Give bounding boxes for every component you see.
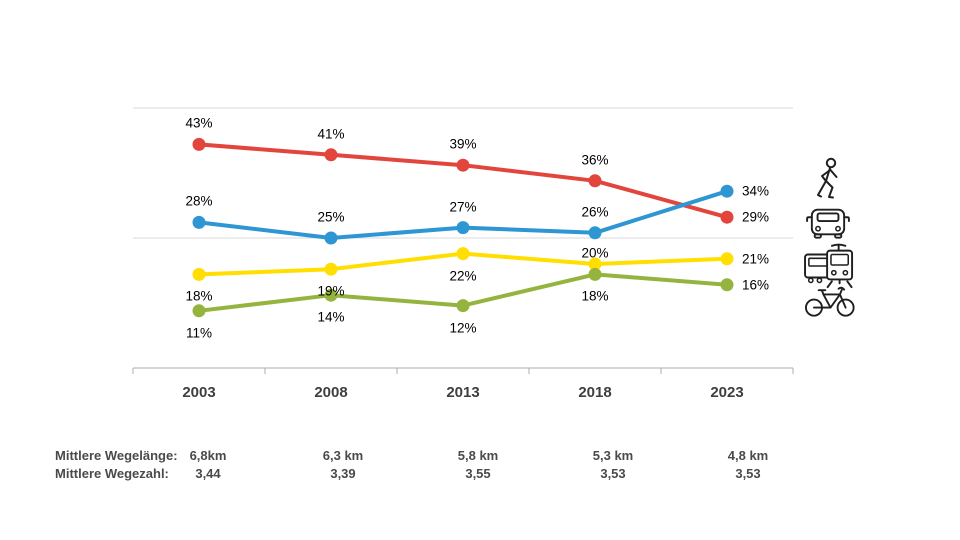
transit-point	[456, 247, 470, 261]
table-value: 5,3 km	[592, 448, 634, 463]
bicycle-value-label: 18%	[581, 288, 609, 304]
pedestrian-point	[720, 184, 734, 198]
table-value: 4,8 km	[727, 448, 769, 463]
table-value: 6,3 km	[322, 448, 364, 463]
transit-value-label: 18%	[185, 288, 213, 304]
bicycle-point	[588, 267, 602, 281]
bicycle-point	[324, 288, 338, 302]
x-axis-label: 2023	[710, 384, 744, 401]
pedestrian-point	[324, 231, 338, 245]
table-row: Mittlere Wegezahl: 3,44 3,39 3,55 3,53 3,53	[0, 466, 960, 482]
car-value-label: 39%	[449, 136, 477, 152]
transit-value-label: 22%	[449, 267, 477, 283]
bicycle-value-label: 11%	[185, 325, 213, 341]
bicycle-point	[456, 299, 470, 313]
transit-point	[588, 257, 602, 271]
bicycle-point	[720, 278, 734, 292]
pedestrian-point	[588, 226, 602, 240]
car-point	[588, 174, 602, 188]
pedestrian-point	[192, 215, 206, 229]
transit-point	[324, 262, 338, 276]
car-value-label: 29%	[742, 209, 770, 225]
transit-point	[192, 267, 206, 281]
bicycle-point	[192, 304, 206, 318]
bicycle-value-label: 14%	[317, 309, 345, 325]
bicycle-value-label: 12%	[449, 319, 477, 335]
pedestrian-value-label: 28%	[185, 193, 213, 209]
table-row: Mittlere Wegelänge: 6,8km 6,3 km 5,8 km 5,3…	[0, 448, 960, 464]
car-value-label: 41%	[317, 126, 345, 142]
pedestrian-value-label: 34%	[742, 183, 770, 199]
car-value-label: 36%	[581, 152, 609, 168]
car-icon	[804, 203, 852, 241]
bicycle-value-label: 16%	[742, 277, 770, 293]
pedestrian-value-label: 25%	[317, 209, 345, 225]
transit-point	[720, 252, 734, 266]
x-axis-label: 2013	[446, 384, 480, 401]
car-point	[456, 158, 470, 172]
table-value: 6,8km	[189, 448, 227, 463]
table-row-label: Mittlere Wegelänge:	[55, 448, 178, 463]
car-value-label: 43%	[185, 115, 213, 131]
table-value: 3,53	[735, 466, 761, 481]
x-axis-label: 2008	[314, 384, 348, 401]
pedestrian-value-label: 27%	[449, 198, 477, 214]
bicycle-icon	[803, 284, 858, 318]
transit-value-label: 19%	[317, 283, 345, 299]
pedestrian-point	[456, 221, 470, 235]
car-point	[192, 137, 206, 151]
transit-value-label: 21%	[742, 251, 770, 267]
transit-value-label: 20%	[581, 245, 609, 261]
table-value: 3,55	[465, 466, 491, 481]
x-axis-label: 2003	[182, 384, 216, 401]
transit-icon	[803, 242, 857, 290]
pedestrian-value-label: 26%	[581, 204, 609, 220]
table-value: 5,8 km	[457, 448, 499, 463]
table-value: 3,39	[330, 466, 356, 481]
car-point	[720, 210, 734, 224]
table-row-label: Mittlere Wegezahl:	[55, 466, 169, 481]
table-value: 3,44	[195, 466, 221, 481]
car-point	[324, 148, 338, 162]
pedestrian-icon	[812, 157, 846, 201]
x-axis-label: 2018	[578, 384, 612, 401]
table-value: 3,53	[600, 466, 626, 481]
